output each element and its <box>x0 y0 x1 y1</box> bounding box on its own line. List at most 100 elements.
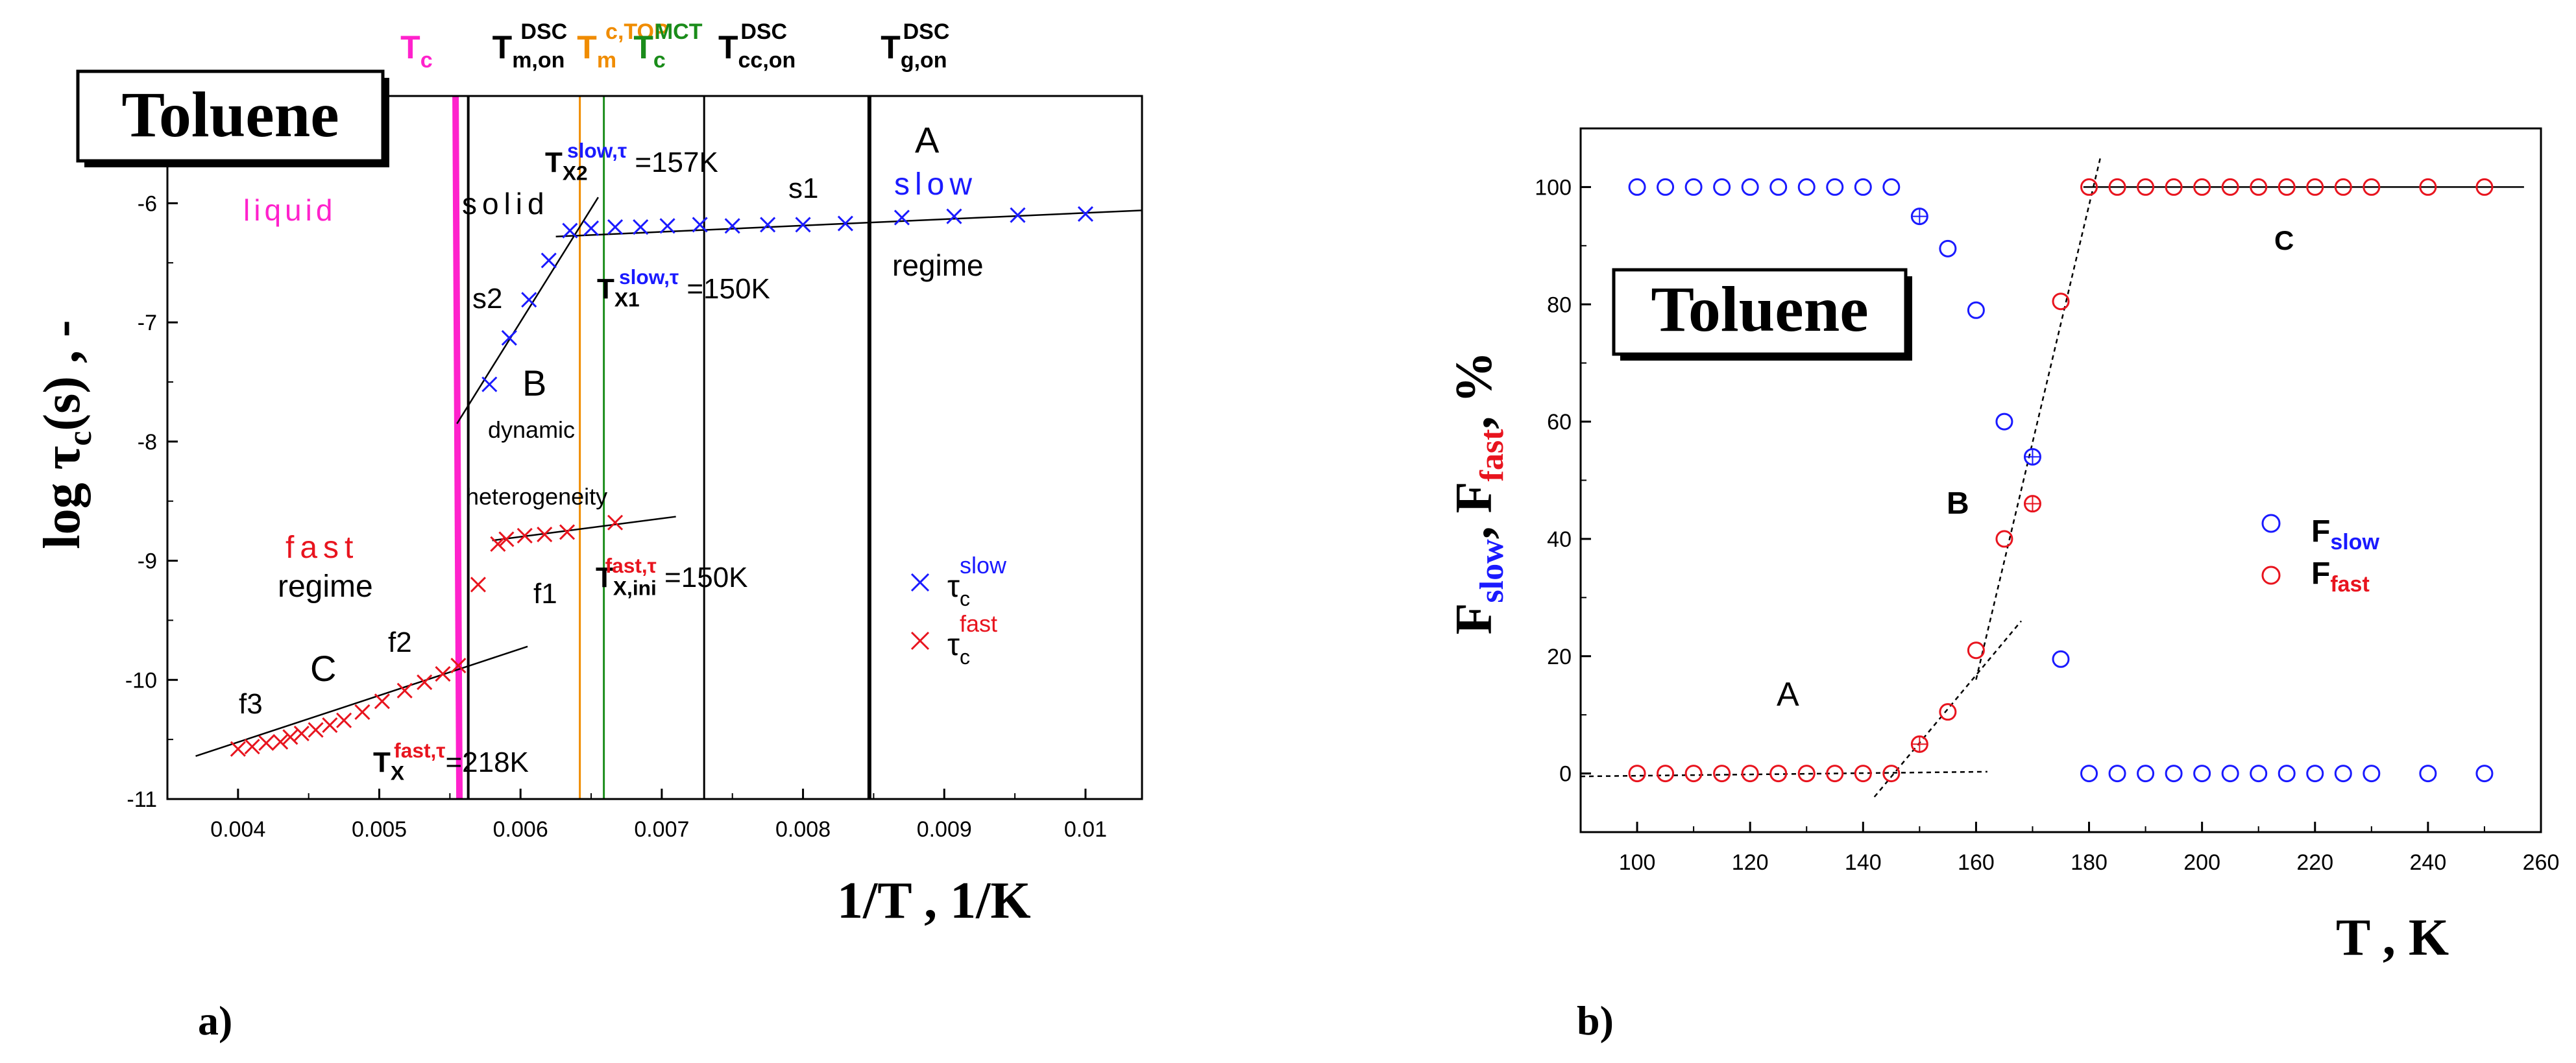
f-slow-point <box>2334 765 2352 783</box>
annotation-C: C <box>310 648 336 689</box>
panel-a-label: a) <box>198 997 232 1044</box>
fit-line-fast-het <box>492 516 676 542</box>
tau-slow-point <box>1010 207 1026 223</box>
f-slow-point <box>1769 178 1788 196</box>
f-fast-point <box>1797 765 1816 783</box>
y-tick-label: 80 <box>1547 293 1572 317</box>
f-fast-point <box>1939 703 1957 721</box>
f-fast-point <box>2023 495 2041 513</box>
legend-label-f-fast: Ffast <box>2311 556 2370 597</box>
tau-fast-point <box>435 666 451 682</box>
tau-fast-point <box>490 536 506 552</box>
f-slow-point <box>2108 765 2126 783</box>
x-tick-label: 240 <box>2410 850 2447 875</box>
annotation-tx1-slow: TX1slow,τ =150K <box>597 265 770 311</box>
top-label-1: Tm,onDSC <box>492 19 568 73</box>
x-tick-label: 0.005 <box>352 817 407 842</box>
annotation-heterogeneity: heterogeneity <box>466 483 607 510</box>
f-fast-point <box>2193 178 2211 196</box>
f-fast-point <box>2475 178 2494 196</box>
f-fast-point <box>2278 178 2296 196</box>
y-tick-label: -8 <box>138 430 157 455</box>
f-fast-point <box>1741 765 1759 783</box>
panel-b-label: b) <box>1577 997 1614 1044</box>
legend-item-f-fast <box>2261 566 2281 585</box>
top-label-3: TcMCT <box>633 19 702 73</box>
x-tick-label: 0.008 <box>775 817 831 842</box>
annotation-A: A <box>915 119 940 160</box>
legend-label-tau-fast: τcfast <box>947 610 997 669</box>
panel-b-frame <box>1579 127 2542 833</box>
f-fast-point <box>2334 178 2352 196</box>
x-tick-label: 160 <box>1958 850 1995 875</box>
annotation-B: B <box>522 363 546 403</box>
annotation-f3: f3 <box>239 688 263 720</box>
annotation-txini-fast: TX,inifast,τ =150K <box>596 554 748 599</box>
legend-marker-tau-slow <box>910 573 930 592</box>
annotation-regime-fast: regime <box>278 569 373 604</box>
x-tick-label: 260 <box>2523 850 2560 875</box>
annotation-regime-slow: regime <box>892 248 984 282</box>
y-tick-label: 0 <box>1559 762 1572 787</box>
f-slow-point <box>1684 178 1703 196</box>
legend-item-tau-slow <box>910 573 930 592</box>
annotation-dynamic: dynamic <box>488 416 575 443</box>
y-tick-label: -9 <box>138 549 157 574</box>
fit-line-b-low <box>1873 620 2023 798</box>
f-slow-point <box>1967 301 1985 319</box>
f-fast-point <box>1882 765 1901 783</box>
top-label-5: Tg,onDSC <box>881 19 949 73</box>
x-tick-label: 0.006 <box>493 817 548 842</box>
tau-slow-point <box>659 218 675 234</box>
legend-marker-f-slow <box>2261 514 2281 533</box>
top-label-4: Tcc,onDSC <box>718 19 796 73</box>
tau-fast-point <box>244 739 260 755</box>
annotation-f2: f2 <box>388 627 412 658</box>
f-slow-point <box>2193 765 2211 783</box>
f-fast-point <box>2165 178 2183 196</box>
f-slow-point <box>1995 412 2013 431</box>
f-slow-point <box>1628 178 1646 196</box>
annotation-A: A <box>1777 676 1799 713</box>
panel-a-x-axis-label: 1/T , 1/K <box>837 872 1031 929</box>
tau-slow-point <box>893 209 910 226</box>
tau-slow-point <box>607 219 624 235</box>
top-label-2: Tmc,TOP <box>577 19 668 73</box>
tau-slow-point <box>633 219 649 235</box>
panel-a-title: Toluene <box>121 78 339 150</box>
panel-b-title-box: Toluene <box>1612 268 1912 361</box>
panel-b-annotations: A B C <box>1777 225 2294 713</box>
tau-slow-point <box>583 220 600 236</box>
tau-slow-point <box>1077 206 1093 222</box>
panel-a-chart: 0.004 0.005 0.006 0.007 0.008 0.009 0.01 -11 -10… <box>34 19 1143 1044</box>
f-slow-point <box>2137 765 2155 783</box>
x-tick-label: 0.007 <box>634 817 689 842</box>
f-fast-point <box>2419 178 2437 196</box>
y-tick-label: -10 <box>125 668 157 693</box>
tau-fast-point <box>396 682 413 699</box>
annotation-slow: slow <box>894 167 977 202</box>
panel-a-legend: τcslow τcfast <box>910 552 1007 669</box>
y-tick-label: 40 <box>1547 527 1572 552</box>
f-slow-point <box>2419 765 2437 783</box>
f-fast-point <box>2052 293 2070 311</box>
x-tick-label: 0.01 <box>1064 817 1107 842</box>
x-tick-label: 0.004 <box>210 817 265 842</box>
x-tick-label: 120 <box>1732 850 1769 875</box>
tau-fast-point <box>607 514 624 531</box>
f-slow-point <box>1826 178 1844 196</box>
panel-b-chart: 100 120 140 160 180 200 220 240 260 0 20 40 60 80100 … <box>1446 127 2560 1044</box>
legend-label-f-slow: Fslow <box>2311 514 2379 555</box>
f-fast-point <box>2080 178 2098 196</box>
tau-slow-point <box>481 376 498 392</box>
tau-fast-point <box>450 658 467 674</box>
legend-item-f-slow <box>2261 514 2281 533</box>
legend-label-tau-slow: τcslow <box>947 552 1007 610</box>
tau-slow-point <box>946 208 962 224</box>
annotation-tx2-slow: TX2slow,τ =157K <box>545 139 718 184</box>
panel-b-x-axis-label: T , K <box>2336 909 2449 966</box>
tau-fast-point <box>498 531 515 547</box>
f-fast-point <box>1854 765 1872 783</box>
annotation-s1: s1 <box>788 173 818 204</box>
tau-fast-point <box>470 577 486 593</box>
